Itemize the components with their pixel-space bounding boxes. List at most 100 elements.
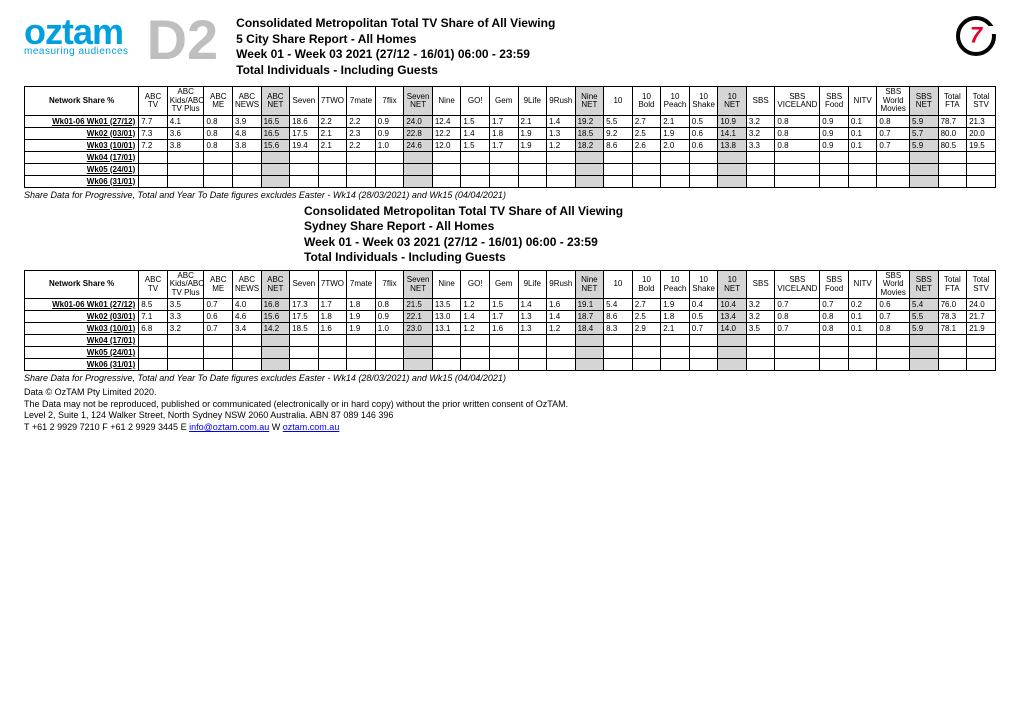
tel-label: T — [24, 422, 29, 432]
cell: 13.4 — [718, 311, 747, 323]
col-header: SBS Food — [820, 87, 849, 115]
row-label: Wk05 (24/01) — [25, 163, 139, 175]
col-header: 10 Peach — [661, 270, 690, 298]
cell — [233, 151, 262, 163]
col-header: SBS World Movies — [877, 87, 910, 115]
cell: 1.9 — [661, 127, 690, 139]
cell: 13.5 — [432, 299, 461, 311]
cell: 21.7 — [967, 311, 996, 323]
cell: 3.3 — [746, 139, 775, 151]
cell — [204, 347, 233, 359]
col-header: 10 Bold — [632, 270, 661, 298]
cell: 1.7 — [489, 311, 518, 323]
cell — [139, 359, 168, 371]
cell: 0.6 — [877, 299, 910, 311]
logo-brand: oztam — [24, 16, 129, 48]
cell — [347, 151, 376, 163]
cell — [848, 163, 877, 175]
cell: 2.1 — [661, 323, 690, 335]
col-header: SBS NET — [910, 270, 939, 298]
cell: 1.2 — [461, 323, 490, 335]
cell — [489, 151, 518, 163]
cell: 0.8 — [375, 299, 404, 311]
col-header: ABC TV — [139, 270, 168, 298]
col-header: 10 Shake — [689, 87, 718, 115]
cell — [938, 175, 967, 187]
cell: 8.6 — [604, 311, 633, 323]
cell: 2.7 — [632, 115, 661, 127]
share-table-5city: Network Share %ABC TVABC Kids/ABC TV Plu… — [24, 86, 996, 187]
row-label: Wk06 (31/01) — [25, 359, 139, 371]
cell: 0.1 — [848, 115, 877, 127]
col-header: ABC ME — [204, 87, 233, 115]
cell: 80.0 — [938, 127, 967, 139]
cell — [848, 335, 877, 347]
cell: 1.2 — [461, 299, 490, 311]
cell — [775, 175, 820, 187]
cell — [261, 175, 290, 187]
cell: 24.0 — [967, 299, 996, 311]
cell: 1.3 — [547, 127, 576, 139]
cell — [775, 359, 820, 371]
cell: 5.4 — [910, 299, 939, 311]
col-header: 10 — [604, 270, 633, 298]
table-row: Wk03 (10/01)7.23.80.83.815.619.42.12.21.… — [25, 139, 996, 151]
cell — [604, 347, 633, 359]
cell — [910, 151, 939, 163]
cell — [877, 347, 910, 359]
footer-disclaimer: The Data may not be reproduced, publishe… — [24, 399, 996, 411]
cell — [347, 175, 376, 187]
cell: 18.4 — [575, 323, 604, 335]
cell: 2.5 — [632, 127, 661, 139]
cell — [167, 175, 204, 187]
cell — [820, 163, 849, 175]
table-row: Wk05 (24/01) — [25, 347, 996, 359]
footer-web-link[interactable]: oztam.com.au — [283, 422, 340, 432]
cell: 1.5 — [461, 139, 490, 151]
cell: 19.2 — [575, 115, 604, 127]
cell — [261, 359, 290, 371]
cell — [632, 347, 661, 359]
cell — [689, 359, 718, 371]
cell — [689, 175, 718, 187]
cell: 1.5 — [489, 299, 518, 311]
row-label: Wk01-06 Wk01 (27/12) — [25, 299, 139, 311]
cell: 16.5 — [261, 127, 290, 139]
col-header: 7mate — [347, 87, 376, 115]
cell: 0.9 — [820, 139, 849, 151]
cell: 2.1 — [518, 115, 547, 127]
cell — [347, 359, 376, 371]
footer-email-link[interactable]: info@oztam.com.au — [189, 422, 269, 432]
col-header: SBS NET — [910, 87, 939, 115]
footer-contact: T +61 2 9929 7210 F +61 2 9929 3445 E in… — [24, 422, 996, 434]
title-line: Week 01 - Week 03 2021 (27/12 - 16/01) 0… — [236, 47, 555, 63]
cell — [661, 175, 690, 187]
title-line: Consolidated Metropolitan Total TV Share… — [304, 204, 996, 220]
cell: 0.9 — [375, 311, 404, 323]
cell — [432, 335, 461, 347]
cell: 5.4 — [604, 299, 633, 311]
cell — [375, 347, 404, 359]
cell — [518, 347, 547, 359]
cell — [820, 175, 849, 187]
cell — [261, 151, 290, 163]
cell: 20.0 — [967, 127, 996, 139]
cell: 5.9 — [910, 323, 939, 335]
cell — [910, 163, 939, 175]
cell — [775, 163, 820, 175]
cell: 0.5 — [689, 311, 718, 323]
cell: 3.5 — [167, 299, 204, 311]
cell — [718, 151, 747, 163]
cell — [746, 163, 775, 175]
cell: 0.8 — [775, 311, 820, 323]
cell — [167, 335, 204, 347]
col-header: ABC ME — [204, 270, 233, 298]
cell: 2.5 — [632, 311, 661, 323]
cell — [910, 335, 939, 347]
cell — [375, 335, 404, 347]
cell: 7.3 — [139, 127, 168, 139]
col-header: SBS VICELAND — [775, 270, 820, 298]
cell — [604, 151, 633, 163]
col-header: ABC Kids/ABC TV Plus — [167, 87, 204, 115]
cell — [632, 151, 661, 163]
